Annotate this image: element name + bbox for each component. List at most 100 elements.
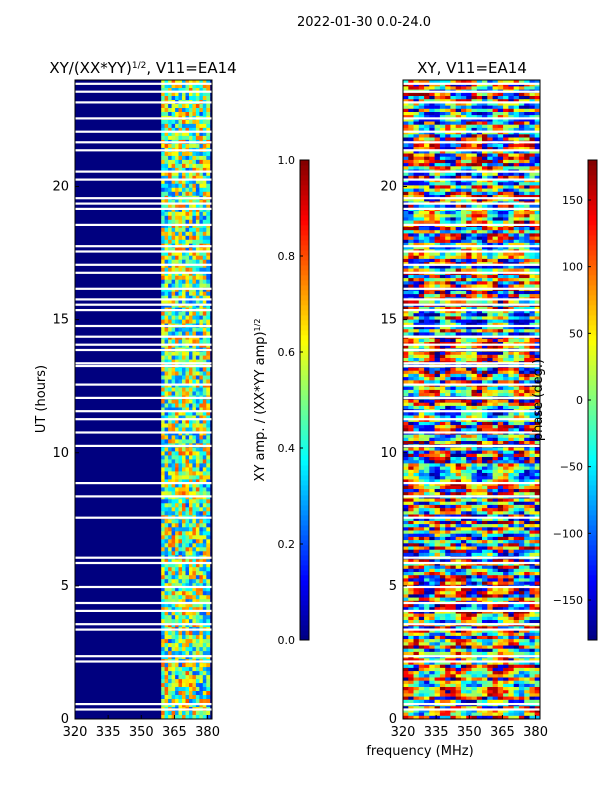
left-heatmap-cell xyxy=(199,259,204,265)
right-heatmap-cell xyxy=(461,310,467,314)
left-heatmap-cell xyxy=(182,663,186,668)
right-heatmap-cell xyxy=(461,386,467,391)
right-heatmap-cell xyxy=(413,386,420,391)
left-heatmap-cell xyxy=(185,319,190,324)
right-heatmap-cell xyxy=(424,121,430,125)
left-heatmap-cell xyxy=(189,259,193,265)
left-heatmap-cell xyxy=(202,651,207,656)
right-heatmap-cell xyxy=(476,80,483,84)
left-heatmap-cell xyxy=(202,479,207,484)
right-heatmap-cell xyxy=(524,99,530,103)
left-heatmap-cell xyxy=(175,151,179,157)
right-heatmap-cell xyxy=(476,150,483,154)
left-title: XY/(XX*YY)1/2, V11=EA14 xyxy=(49,59,236,77)
left-heatmap-cell xyxy=(199,171,204,177)
left-heatmap-cell xyxy=(202,563,207,568)
left-heatmap-cell xyxy=(185,127,190,133)
right-heatmap-cell xyxy=(429,195,435,199)
right-heatmap-cell xyxy=(445,246,451,250)
right-heatmap-cell xyxy=(466,166,472,170)
left-heatmap-cell xyxy=(202,239,207,245)
left-flagged-row xyxy=(75,601,212,605)
left-heatmap-cell xyxy=(185,135,190,141)
right-heatmap-cell xyxy=(476,322,483,327)
right-heatmap-cell xyxy=(424,166,430,170)
left-heatmap-cell xyxy=(192,96,197,101)
right-heatmap-cell xyxy=(524,233,530,237)
left-heatmap-cell xyxy=(182,379,186,384)
left-heatmap-cell xyxy=(168,299,172,305)
right-heatmap-cell xyxy=(487,204,493,209)
left-heatmap-cell xyxy=(161,327,166,332)
right-heatmap-cell xyxy=(424,351,430,356)
right-heatmap-cell xyxy=(466,326,472,330)
left-flagged-row xyxy=(75,335,212,338)
right-heatmap-cell xyxy=(492,306,499,311)
left-heatmap-cell xyxy=(182,275,186,281)
right-heatmap-cell xyxy=(518,227,525,231)
right-heatmap-cell xyxy=(508,217,514,221)
right-heatmap-cell xyxy=(513,354,520,359)
left-heatmap-cell xyxy=(199,247,204,253)
left-heatmap-cell xyxy=(206,599,211,604)
left-heatmap-cell xyxy=(175,123,179,129)
right-heatmap-cell xyxy=(529,131,536,135)
right-heatmap-cell xyxy=(471,108,478,113)
left-heatmap-cell xyxy=(171,143,176,149)
left-heatmap-cell xyxy=(202,275,207,281)
left-heatmap-cell xyxy=(161,583,166,588)
left-heatmap-cell xyxy=(199,427,204,432)
right-heatmap-cell xyxy=(445,156,451,161)
right-heatmap-cell xyxy=(424,198,430,202)
colorbar-segment xyxy=(300,490,309,496)
right-heatmap-cell xyxy=(508,268,514,272)
left-heatmap-cell xyxy=(168,559,172,564)
left-heatmap-cell xyxy=(189,215,193,221)
left-heatmap-cell xyxy=(202,127,207,133)
left-heatmap-cell xyxy=(199,183,204,189)
left-heatmap-cell xyxy=(185,119,190,125)
left-heatmap-cell xyxy=(199,163,204,169)
left-heatmap-cell xyxy=(189,615,193,620)
left-heatmap-cell xyxy=(164,235,169,241)
right-heatmap-cell xyxy=(434,121,441,125)
right-heatmap-cell xyxy=(466,345,472,349)
right-heatmap-cell xyxy=(429,332,435,336)
left-flagged-row xyxy=(75,202,212,205)
left-heatmap-cell xyxy=(185,163,190,169)
colorbar-segment xyxy=(300,430,309,436)
right-heatmap-cell xyxy=(445,386,451,391)
right-heatmap-cell xyxy=(529,236,536,241)
right-heatmap-cell xyxy=(424,332,430,336)
left-heatmap-cell xyxy=(182,511,186,516)
left-heatmap-cell xyxy=(164,671,169,676)
left-heatmap-cell xyxy=(206,227,211,233)
right-heatmap-cell xyxy=(497,377,504,381)
left-heatmap-cell xyxy=(175,159,179,165)
right-heatmap-cell xyxy=(424,345,430,349)
right-heatmap-cell xyxy=(529,294,536,298)
right-heatmap-cell xyxy=(418,214,425,218)
left-heatmap-cell xyxy=(175,455,179,460)
right-heatmap-cell xyxy=(450,150,456,154)
right-heatmap-cell xyxy=(429,191,435,196)
right-heatmap-cell xyxy=(518,319,525,324)
right-heatmap-cell xyxy=(534,316,541,320)
left-heatmap-cell xyxy=(189,419,193,424)
colorbar-segment xyxy=(300,165,309,171)
right-heatmap-cell xyxy=(439,310,446,314)
right-heatmap-cell xyxy=(429,338,435,343)
right-heatmap-cell xyxy=(492,121,499,125)
left-heatmap-cell xyxy=(192,427,197,432)
left-heatmap-cell xyxy=(168,635,172,640)
left-heatmap-cell xyxy=(178,283,183,289)
left-heatmap-cell xyxy=(199,151,204,157)
left-heatmap-cell xyxy=(161,299,166,305)
right-heatmap-cell xyxy=(439,220,446,225)
right-heatmap-cell xyxy=(497,179,504,183)
left-heatmap-cell xyxy=(182,639,186,644)
right-heatmap-cell xyxy=(466,105,472,110)
right-heatmap-cell xyxy=(403,380,409,384)
left-heatmap-cell xyxy=(171,175,176,181)
right-heatmap-cell xyxy=(445,211,451,215)
